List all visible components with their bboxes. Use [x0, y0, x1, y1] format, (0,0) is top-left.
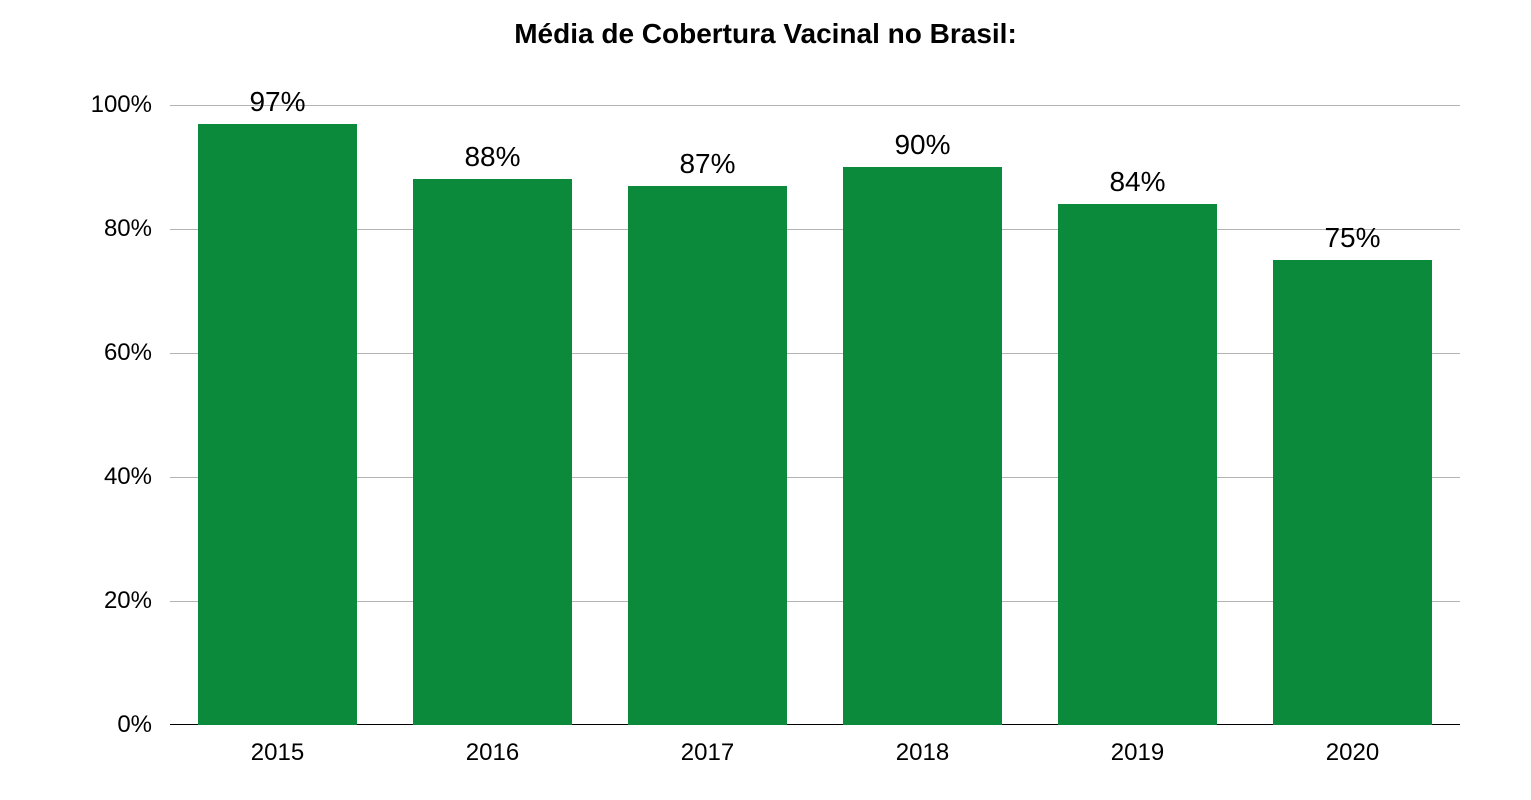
bar — [413, 179, 572, 725]
x-tick-label: 2015 — [251, 725, 304, 767]
chart-title: Média de Cobertura Vacinal no Brasil: — [0, 18, 1531, 50]
bar — [1058, 204, 1217, 725]
x-tick-label: 2020 — [1326, 725, 1379, 767]
bar — [843, 167, 1002, 725]
grid-line — [170, 601, 1460, 602]
bar-value-label: 97% — [249, 86, 305, 118]
grid-line — [170, 229, 1460, 230]
y-tick-label: 0% — [117, 711, 170, 739]
y-tick-label: 40% — [104, 463, 170, 491]
bar-value-label: 84% — [1109, 166, 1165, 198]
grid-line — [170, 353, 1460, 354]
bar-value-label: 87% — [679, 148, 735, 180]
grid-line — [170, 477, 1460, 478]
grid-line — [170, 105, 1460, 106]
vaccine-coverage-chart: Média de Cobertura Vacinal no Brasil: 0%… — [0, 0, 1531, 800]
plot-area: 0%20%40%60%80%100%97%201588%201687%20179… — [170, 105, 1460, 725]
bar-value-label: 90% — [894, 129, 950, 161]
x-tick-label: 2019 — [1111, 725, 1164, 767]
y-tick-label: 20% — [104, 587, 170, 615]
bar-value-label: 88% — [464, 141, 520, 173]
bar-value-label: 75% — [1324, 222, 1380, 254]
y-tick-label: 100% — [91, 91, 170, 119]
x-tick-label: 2017 — [681, 725, 734, 767]
x-tick-label: 2018 — [896, 725, 949, 767]
bar — [1273, 260, 1432, 725]
x-tick-label: 2016 — [466, 725, 519, 767]
y-tick-label: 80% — [104, 215, 170, 243]
y-tick-label: 60% — [104, 339, 170, 367]
bar — [198, 124, 357, 725]
x-axis — [170, 724, 1460, 725]
bar — [628, 186, 787, 725]
